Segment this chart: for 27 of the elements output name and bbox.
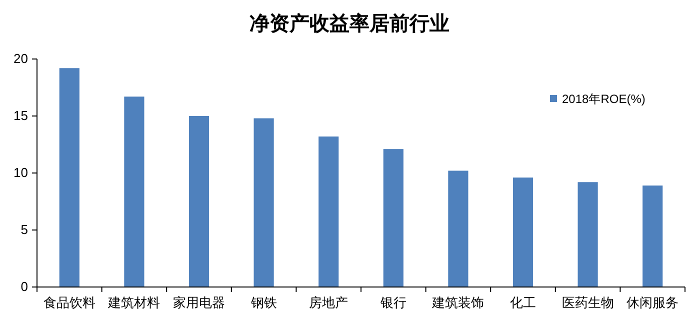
bar <box>254 118 274 287</box>
x-tick-label: 房地产 <box>309 295 348 310</box>
x-tick-label: 化工 <box>510 295 536 310</box>
bar <box>448 170 468 287</box>
chart-title: 净资产收益率居前行业 <box>250 12 450 35</box>
y-tick-label: 15 <box>14 108 28 123</box>
x-tick-label: 家用电器 <box>173 295 225 310</box>
bar <box>188 116 210 287</box>
bar <box>578 182 598 287</box>
bar <box>59 68 80 287</box>
bar <box>383 149 404 287</box>
x-tick-label: 医药生物 <box>562 295 614 310</box>
y-tick-label: 20 <box>14 51 28 66</box>
x-tick-label: 食品饮料 <box>43 295 96 310</box>
bar <box>642 186 663 287</box>
legend-label: 2018年ROE(%) <box>562 92 646 106</box>
y-tick-label: 5 <box>20 222 28 237</box>
x-tick-label: 钢铁 <box>250 295 277 310</box>
x-tick-label: 建筑材料 <box>107 295 160 310</box>
x-tick-label: 休闲服务 <box>626 295 679 310</box>
bar <box>512 178 534 287</box>
x-tick-label: 银行 <box>379 295 406 310</box>
y-tick-label: 10 <box>14 165 28 180</box>
bar <box>124 96 144 287</box>
y-tick-label: 0 <box>20 279 28 294</box>
bar <box>318 136 339 287</box>
x-tick-label: 建筑装饰 <box>431 295 484 310</box>
